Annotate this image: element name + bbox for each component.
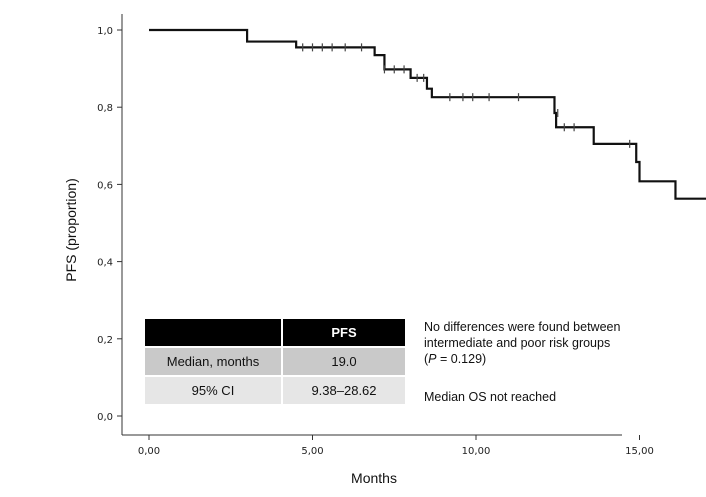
series: [149, 28, 706, 200]
note-risk-groups-text: No differences were found between interm…: [424, 320, 621, 350]
y-tick-label: 0,4: [97, 258, 113, 269]
note-median-os: Median OS not reached: [424, 390, 557, 404]
x-tick-label: 0,00: [138, 446, 160, 457]
km-step-line: [149, 28, 706, 200]
x-tick-label: 15,00: [625, 446, 654, 457]
y-tick-label: 1,0: [97, 26, 113, 37]
y-tick-label: 0,6: [97, 180, 113, 191]
pfs-summary-table: PFS Median, months 19.0 95% CI 9.38–28.6…: [145, 319, 405, 404]
axes: [121, 14, 622, 436]
note-p-value: = 0.129): [436, 352, 487, 366]
note-p-label: P: [428, 352, 437, 366]
table-header-row: PFS: [145, 319, 405, 346]
table-cell: 19.0: [281, 346, 405, 375]
x-axis-title: Months: [351, 470, 397, 486]
table-cell: Median, months: [145, 346, 281, 375]
y-tick-label: 0,2: [97, 335, 113, 346]
table-row: 95% CI 9.38–28.62: [145, 375, 405, 404]
table-header-cell: [145, 319, 281, 346]
note-risk-groups: No differences were found between interm…: [424, 319, 664, 367]
table-header-cell: PFS: [281, 319, 405, 346]
table-row: Median, months 19.0: [145, 346, 405, 375]
table-cell: 95% CI: [145, 375, 281, 404]
x-tick-label: 5,00: [301, 446, 323, 457]
y-tick-label: 0,8: [97, 103, 113, 114]
x-tick-label: 10,00: [462, 446, 491, 457]
y-axis-title: PFS (proportion): [63, 178, 79, 281]
table-cell: 9.38–28.62: [281, 375, 405, 404]
note-p-open: (: [424, 352, 429, 366]
y-tick-label: 0,0: [97, 412, 113, 423]
ticks: 0,00,20,40,60,81,00,005,0010,0015,0020,0…: [97, 26, 654, 457]
